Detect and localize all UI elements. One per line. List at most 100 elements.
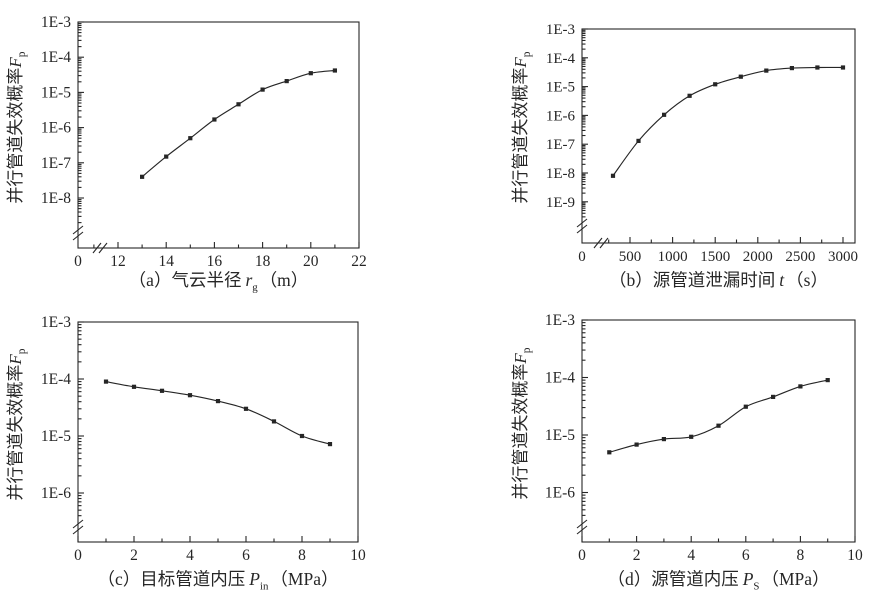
data-point [131,384,137,389]
caption-unit: （MPa） [270,569,339,589]
data-point [713,82,718,87]
data-point [236,102,241,107]
x-tick-label: 1000 [658,249,688,265]
data-point [159,388,165,393]
chart-a-cell: 1E-3 1E-4 1E-5 1E-6 1E-7 1E-8 12 14 16 18 20 22 0 并行管… [0,0,440,300]
y-tick-label: 1E-6 [41,485,71,502]
chart-d-cell: 1E-3 1E-4 1E-5 1E-6 0 2 4 6 8 10 并行管道失效概率Fp （d）源管道… [440,300,879,601]
caption-symbol: t [779,270,785,290]
data-curve [609,379,828,453]
caption-symbol: P [249,569,260,589]
data-curve [105,381,331,445]
y-tick-label: 1E-3 [41,14,71,31]
y-tick-label: 1E-7 [546,137,576,153]
chart-a-caption: （a）气云半径 rg （m） [78,267,359,294]
origin-label: 0 [578,249,586,265]
y-tick-label: 1E-4 [41,49,71,66]
x-tick-label: 2 [633,547,641,564]
x-tick-label: 0 [578,547,586,564]
y-tick-label: 1E-3 [546,22,575,38]
caption-prefix: （c）目标管道内压 [97,569,246,589]
x-tick-label: 18 [255,253,271,270]
data-point [188,136,193,141]
caption-unit: （MPa） [761,569,830,589]
data-point [789,66,794,71]
x-tick-label: 1500 [700,249,730,265]
caption-unit: （m） [259,270,309,290]
caption-prefix: （a）气云半径 [128,270,242,290]
y-tick-label: 1E-6 [545,485,575,502]
data-markers [103,379,333,447]
y-axis-break-icon [576,519,588,529]
caption-symbol: P [742,569,754,589]
data-point [798,384,803,389]
data-point [815,65,820,70]
y-tick-label: 1E-8 [546,166,575,182]
y-tick-label: 1E-5 [546,80,575,96]
caption-subscript: g [252,281,258,294]
y-axis-break-icon [72,519,84,529]
chart-b-cell: 1E-3 1E-4 1E-5 1E-6 1E-7 1E-8 1E-9 500 1000 1500 2… [440,0,879,300]
data-point [299,433,305,439]
plot-frame [581,319,856,543]
caption-prefix: （b）源管道泄漏时间 [609,270,776,290]
x-tick-label: 6 [742,547,750,564]
y-tick-label: 1E-6 [41,120,71,137]
y-tick-label: 1E-5 [545,427,575,444]
x-tick-label: 12 [110,253,126,270]
y-tick-label: 1E-4 [546,51,576,67]
plot-frame [77,321,359,543]
data-point [634,442,639,447]
data-markers [610,65,846,178]
data-point [103,379,109,384]
y-axis-break-icon [576,525,588,535]
y-axis-break-icon [72,225,84,235]
data-point [215,399,221,404]
data-point [662,112,667,117]
y-axis-title: 并行管道失效概率Fp [6,348,28,500]
x-tick-label: 10 [847,547,863,564]
x-tick-labels: 0 2 4 6 8 10 [578,547,863,564]
chart-c-caption: （c）目标管道内压 Pin （MPa） [78,566,358,593]
data-point [825,378,830,383]
x-axis-break-icon [98,242,108,254]
data-markers [607,378,830,455]
plot-frame [77,21,360,249]
x-tick-label: 4 [186,547,194,564]
y-tick-label: 1E-6 [546,108,576,124]
x-tick-label: 4 [687,547,695,564]
x-tick-label: 0 [74,547,82,564]
y-tick-label: 1E-5 [41,428,71,445]
data-curve [612,66,844,177]
y-tick-label: 1E-4 [41,371,71,388]
chart-b-caption: （b）源管道泄漏时间 t （s） [582,267,855,292]
y-tick-label: 1E-5 [41,84,71,101]
x-tick-labels: 0 2 4 6 8 10 [74,547,366,564]
x-axis-break-icon [92,242,102,254]
y-tick-labels: 1E-3 1E-4 1E-5 1E-6 1E-7 1E-8 [41,14,71,207]
data-point [636,138,641,143]
x-tick-label: 20 [303,253,319,270]
y-axis-break-icon [72,525,84,535]
data-point [689,434,694,439]
y-axis-break-icon [576,224,588,234]
data-point [260,87,265,92]
data-point [738,74,743,79]
x-tick-labels: 12 14 16 18 20 22 0 [74,253,367,270]
data-point [610,173,616,178]
y-tick-label: 1E-7 [41,155,71,172]
caption-subscript: in [259,580,269,593]
x-tick-label: 3000 [828,249,858,265]
axes [576,28,856,249]
chart-d-plot: 1E-3 1E-4 1E-5 1E-6 0 2 4 6 8 10 并行管道失效概率Fp [511,312,863,564]
data-point [607,450,612,455]
chart-c-plot: 1E-3 1E-4 1E-5 1E-6 0 2 4 6 8 10 并行管道失效概率Fp [6,314,366,564]
x-tick-label: 14 [158,253,174,270]
x-axis-break-icon [599,237,609,249]
x-axis-break-icon [593,237,603,249]
data-point [661,437,666,442]
data-point [187,393,193,398]
x-tick-label: 22 [351,253,367,270]
plot-frame [581,28,856,244]
